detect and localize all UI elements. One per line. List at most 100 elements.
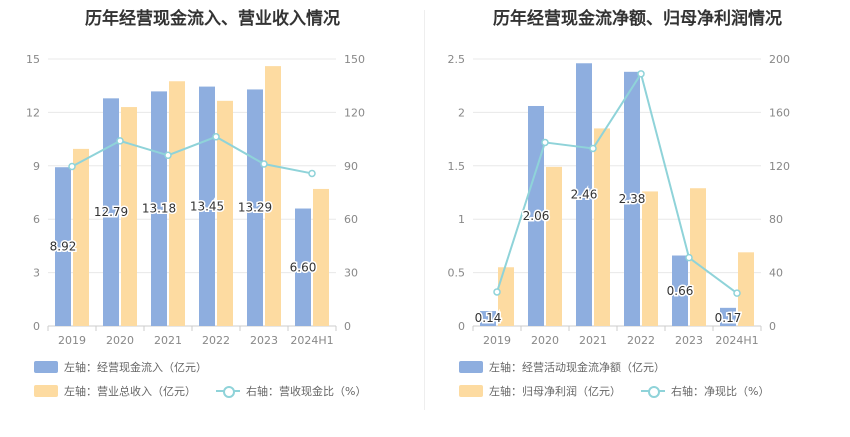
bar-primary	[672, 255, 688, 326]
series-line	[496, 71, 738, 294]
legend-item[interactable]: 右轴：营收现金比（%）	[216, 383, 366, 399]
x-axis-tick-label: 2024H1	[715, 334, 758, 347]
chart-panel-netcash-netprofit: 历年经营现金流净额、归母净利润情况 0 0.5 1 1.5 2 2.5 0 40 80 120 16…	[425, 0, 850, 437]
line-point	[260, 160, 268, 168]
left-axis-tick-label: 6	[33, 213, 40, 226]
bar-data-label: 12.79	[94, 205, 128, 219]
bar-primary	[55, 167, 71, 326]
legend-item[interactable]: 左轴：经营现金流入（亿元）	[34, 359, 207, 375]
left-axis-tick-label: 15	[26, 53, 40, 66]
x-axis-tick-label: 2019	[483, 334, 511, 347]
bar-data-label: 0.14	[475, 311, 502, 325]
legend-row-1: 左轴：经营活动现金流净额（亿元）	[459, 359, 679, 375]
x-axis-tick-label: 2021	[579, 334, 607, 347]
line-point	[212, 133, 220, 141]
legend-label: 右轴：营收现金比（%）	[246, 385, 367, 398]
x-axis-tick-label: 2020	[531, 334, 559, 347]
bar-data-label: 6.60	[290, 260, 317, 274]
legend-item[interactable]: 左轴：经营活动现金流净额（亿元）	[459, 359, 665, 375]
bar-primary	[720, 307, 736, 326]
bar-secondary	[546, 166, 562, 326]
left-axis-tick-label: 2.5	[448, 53, 466, 66]
right-axis-tick-label: 40	[769, 267, 783, 280]
x-axis-tick-label: 2022	[202, 334, 230, 347]
line-point	[733, 289, 741, 297]
x-axis-tick-label: 2019	[58, 334, 86, 347]
chart-title: 历年经营现金流净额、归母净利润情况	[493, 9, 782, 29]
bar-primary	[295, 208, 311, 326]
line-point	[493, 288, 501, 296]
bar-data-label: 13.29	[238, 201, 272, 215]
left-axis-tick-label: 0	[33, 320, 40, 333]
right-axis-tick-label: 200	[769, 53, 790, 66]
right-axis-tick-label: 80	[769, 213, 783, 226]
bar-data-label: 13.45	[190, 199, 224, 213]
legend-label: 左轴：营业总收入（亿元）	[64, 385, 196, 398]
line-point	[308, 169, 316, 178]
right-axis-tick-label: 60	[344, 213, 358, 226]
legend-row-2: 左轴：归母净利润（亿元） 右轴：净现比（%）	[459, 383, 783, 399]
series-line	[71, 135, 313, 175]
bar-data-label: 13.18	[142, 202, 176, 216]
bar-secondary	[217, 100, 233, 326]
line-point	[685, 253, 693, 262]
left-axis-tick-label: 1.5	[448, 160, 466, 173]
legend-line-swatch-icon	[216, 385, 240, 398]
line-point	[164, 151, 172, 160]
right-axis-tick-label: 120	[769, 160, 790, 173]
x-axis-tick-label: 2023	[250, 334, 278, 347]
legend-swatch-icon	[34, 361, 58, 373]
bar-secondary	[73, 148, 89, 326]
bar-secondary	[265, 66, 281, 327]
left-axis-tick-label: 2	[458, 106, 465, 119]
right-axis-tick-label: 160	[769, 106, 790, 119]
legend-item[interactable]: 左轴：营业总收入（亿元）	[34, 383, 196, 399]
bar-secondary	[738, 252, 754, 326]
line-point	[116, 137, 124, 145]
legend-label: 右轴：净现比（%）	[671, 385, 770, 398]
bar-data-label: 0.66	[667, 284, 694, 298]
legend-label: 左轴：归母净利润（亿元）	[489, 385, 621, 398]
line-point	[589, 144, 597, 153]
legend-item[interactable]: 右轴：净现比（%）	[641, 383, 769, 399]
chart-plot-area: 0 0.5 1 1.5 2 2.5 0 40 80 120 160 200 2019 2020 2021 20…	[448, 53, 791, 347]
legend-line-swatch-icon	[641, 385, 665, 398]
x-axis-tick-label: 2023	[675, 334, 703, 347]
bar-primary	[247, 89, 263, 326]
left-axis-tick-label: 9	[33, 160, 40, 173]
bar-secondary	[690, 188, 706, 326]
bar-primary	[199, 86, 215, 326]
legend-label: 左轴：经营活动现金流净额（亿元）	[489, 361, 665, 374]
x-axis-tick-label: 2022	[627, 334, 655, 347]
left-axis-tick-label: 12	[26, 106, 40, 119]
line-point	[68, 162, 76, 171]
left-axis-tick-label: 3	[33, 267, 40, 280]
right-axis-tick-label: 30	[344, 267, 358, 280]
line-point	[541, 138, 549, 147]
left-axis-tick-label: 0	[458, 320, 465, 333]
bar-data-label: 2.46	[571, 188, 598, 202]
left-axis-tick-label: 1	[458, 213, 465, 226]
bar-secondary	[313, 188, 329, 326]
bar-data-label: 0.17	[715, 311, 742, 325]
x-axis-tick-label: 2020	[106, 334, 134, 347]
legend-swatch-icon	[459, 361, 483, 373]
x-axis-tick-label: 2021	[154, 334, 182, 347]
chart-panel-cashflow-revenue: 历年经营现金流入、营业收入情况 0 3 6 9 12 15 0 30 60 90 120 150 201…	[26, 9, 366, 399]
line-point	[637, 70, 645, 78]
bar-primary	[103, 98, 119, 326]
legend-item[interactable]: 左轴：归母净利润（亿元）	[459, 383, 621, 399]
panel-divider	[424, 10, 425, 410]
bar-primary	[151, 91, 167, 327]
bar-secondary	[169, 81, 185, 326]
right-axis-tick-label: 0	[769, 320, 776, 333]
x-axis-tick-label: 2024H1	[290, 334, 333, 347]
right-axis-tick-label: 150	[344, 53, 365, 66]
legend-swatch-icon	[459, 385, 483, 397]
bar-secondary	[594, 128, 610, 326]
bar-secondary	[498, 267, 514, 326]
bar-data-label: 2.38	[619, 192, 646, 206]
bar-data-label: 8.92	[50, 240, 77, 254]
